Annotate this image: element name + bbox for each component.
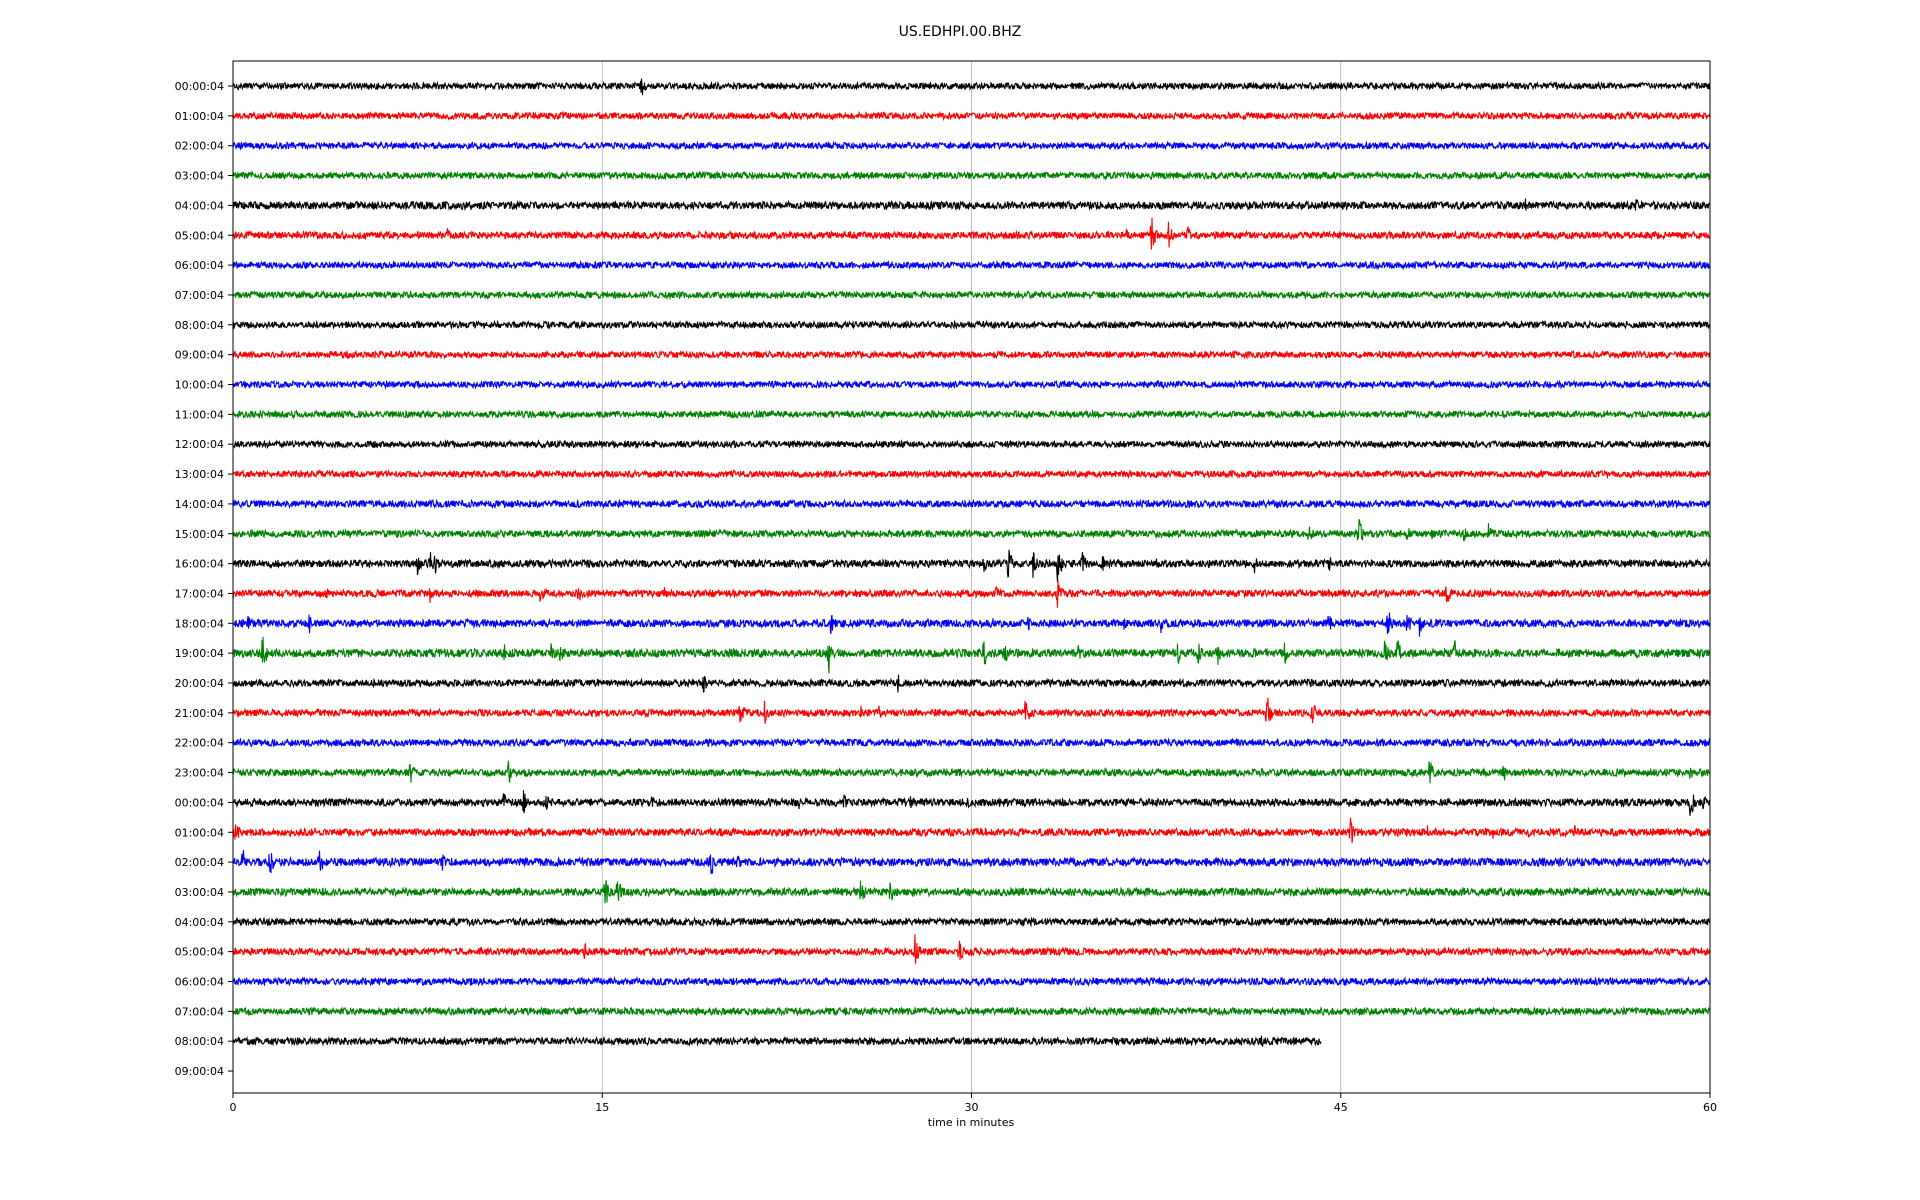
trace-row-22: [232, 737, 1711, 749]
x-tick-label: 15: [595, 1101, 609, 1114]
trace-row-3: [232, 170, 1711, 181]
row-time-label: 21:00:04: [175, 707, 224, 720]
row-time-label: 08:00:04: [175, 1035, 224, 1048]
trace-row-16: [232, 549, 1711, 583]
row-time-label: 10:00:04: [175, 379, 224, 392]
row-time-label: 01:00:04: [175, 826, 224, 839]
row-time-label: 14:00:04: [175, 498, 224, 511]
trace-row-4: [232, 198, 1711, 212]
trace-row-2: [232, 140, 1711, 151]
trace-row-12: [232, 438, 1711, 450]
row-time-label: 12:00:04: [175, 438, 224, 451]
trace-row-24: [232, 790, 1711, 816]
trace-row-0: [232, 78, 1711, 96]
x-axis-label: time in minutes: [928, 1116, 1015, 1129]
row-time-label: 18:00:04: [175, 617, 224, 630]
row-time-label: 03:00:04: [175, 170, 224, 183]
row-time-label: 03:00:04: [175, 886, 224, 899]
row-time-label: 07:00:04: [175, 289, 224, 302]
x-tick-label: 60: [1703, 1101, 1717, 1114]
row-time-label: 19:00:04: [175, 647, 224, 660]
trace-row-30: [232, 975, 1711, 987]
row-time-label: 01:00:04: [175, 110, 224, 123]
trace-row-14: [232, 498, 1711, 510]
trace-row-19: [232, 636, 1711, 674]
row-time-label: 05:00:04: [175, 946, 224, 959]
trace-row-5: [232, 217, 1711, 250]
row-time-label: 07:00:04: [175, 1005, 224, 1018]
row-time-label: 04:00:04: [175, 199, 224, 212]
trace-row-10: [232, 379, 1711, 390]
x-tick-label: 30: [965, 1101, 979, 1114]
trace-row-32: [232, 1035, 1322, 1047]
row-time-label: 04:00:04: [175, 916, 224, 929]
row-time-label: 06:00:04: [175, 259, 224, 272]
row-time-label: 09:00:04: [175, 349, 224, 362]
seismogram-traces: [232, 78, 1711, 1047]
row-time-label: 20:00:04: [175, 677, 224, 690]
trace-row-31: [232, 1005, 1711, 1017]
row-time-label: 02:00:04: [175, 140, 224, 153]
trace-row-7: [232, 289, 1711, 301]
row-time-label: 11:00:04: [175, 408, 224, 421]
trace-row-9: [232, 349, 1711, 361]
trace-row-8: [232, 319, 1711, 331]
row-time-label: 17:00:04: [175, 587, 224, 600]
trace-row-25: [232, 817, 1711, 844]
row-time-label: 15:00:04: [175, 528, 224, 541]
trace-row-11: [232, 408, 1711, 420]
row-time-label: 23:00:04: [175, 767, 224, 780]
trace-row-15: [232, 518, 1711, 542]
x-tick-label: 0: [230, 1101, 237, 1114]
x-tick-label: 45: [1334, 1101, 1348, 1114]
row-time-label: 13:00:04: [175, 468, 224, 481]
trace-row-20: [232, 674, 1711, 693]
row-time-label: 02:00:04: [175, 856, 224, 869]
grid-lines: [601, 61, 1342, 1093]
row-time-label: 05:00:04: [175, 229, 224, 242]
y-axis-ticks: 00:00:04 01:00:04 02:00:04 03:00:04 04:00:04…: [175, 80, 233, 1078]
trace-row-29: [232, 934, 1711, 964]
row-time-label: 06:00:04: [175, 976, 224, 989]
row-time-label: 08:00:04: [175, 319, 224, 332]
trace-row-18: [232, 612, 1711, 637]
row-time-label: 22:00:04: [175, 737, 224, 750]
row-time-label: 09:00:04: [175, 1065, 224, 1078]
trace-row-21: [232, 697, 1711, 724]
trace-row-27: [232, 880, 1711, 904]
row-time-label: 00:00:04: [175, 80, 224, 93]
x-axis-ticks: 0 15 30 45 60: [230, 1093, 1717, 1114]
trace-row-28: [232, 916, 1711, 928]
chart-title: US.EDHPI.00.BHZ: [899, 24, 1022, 40]
trace-row-13: [232, 468, 1711, 480]
trace-row-23: [232, 760, 1711, 784]
trace-row-26: [232, 849, 1711, 875]
row-time-label: 00:00:04: [175, 796, 224, 809]
row-time-label: 16:00:04: [175, 558, 224, 571]
trace-row-6: [232, 259, 1711, 271]
trace-row-17: [232, 580, 1711, 608]
trace-row-1: [232, 110, 1711, 122]
